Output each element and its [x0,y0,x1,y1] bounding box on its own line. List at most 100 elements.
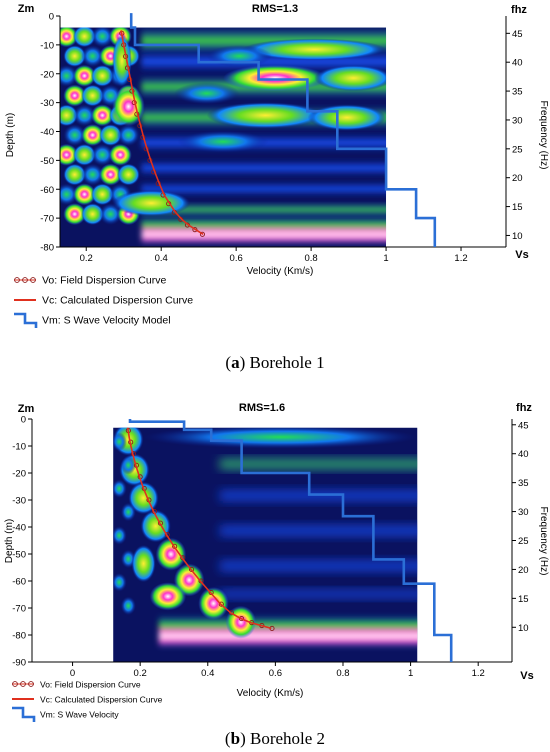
dispersion-spectrum-1 [60,27,387,247]
caption-a-text: Borehole 1 [245,353,325,372]
velocity-model-line [129,13,437,247]
x-tick-label: 0.8 [336,668,349,679]
spectrum-image-1 [60,27,387,247]
y-tick-label: -80 [12,631,26,642]
legend-entry-label: Vm: S Wave Velocity [40,710,119,720]
chart-2-x-axis-label: Velocity (Km/s) [237,688,304,699]
y2-tick-label: 15 [512,202,523,213]
x-tick-label: 0.4 [155,253,168,264]
x-tick-label: 0 [70,668,75,679]
y-tick-label: 0 [21,415,26,426]
legend-entry-label: Vm: S Wave Velocity Model [42,315,171,327]
panel-1-series [119,13,437,247]
y-tick-label: -20 [12,469,26,480]
x-tick-label: 0.2 [80,253,93,264]
field-dispersion-point [188,566,195,572]
chart-1-x-axis-label: Velocity (Km/s) [247,266,314,277]
legend-entry-label: Vc: Calculated Dispersion Curve [40,695,163,705]
chart-2-frequency-axis-top-label: fhz [516,402,532,414]
y-tick-label: -50 [40,156,54,167]
y-tick-label: -60 [40,185,54,196]
legend-field-dispersion-marker [14,277,20,283]
caption-a: (a) Borehole 1 [225,353,325,372]
legend-field-dispersion-marker [28,681,34,687]
y-tick-label: -70 [40,214,54,225]
panel-borehole-1: 0.2 0.4 0.6 0.8 1 1.2 0 -10 -20 -30 -40 -50 -60 -70 -8… [5,3,549,328]
field-dispersion-point [208,590,214,596]
y-tick-label: -40 [40,127,54,138]
field-dispersion-point [218,601,224,607]
y-tick-label: -30 [40,98,54,109]
chart-1-velocity-axis-end-label: Vs [515,249,528,261]
y-tick-label: -50 [12,550,26,561]
chart-2-legend: Vo: Field Dispersion Curve Vc: Calculated… [12,680,163,722]
y-tick-label: -20 [40,69,54,80]
y2-tick-label: 40 [512,58,523,69]
legend-field-dispersion-marker [30,277,36,283]
x-tick-label: 1 [383,253,388,264]
legend-field-dispersion-marker [20,681,26,687]
chart-1-title: RMS=1.3 [252,3,298,15]
y2-tick-label: 45 [512,29,523,40]
y2-tick-label: 30 [512,115,523,126]
panel-1-axes: 0.2 0.4 0.6 0.8 1 1.2 0 -10 -20 -30 -40 -50 -60 -70 -8… [40,12,522,265]
panel-2-series [125,419,453,662]
y2-tick-label: 25 [518,536,529,547]
field-dispersion-point [228,610,234,616]
chart-2-velocity-axis-end-label: Vs [520,670,533,682]
velocity-model-line [128,419,453,662]
x-tick-label: 1.2 [454,253,467,264]
y-tick-label: -90 [12,658,26,669]
y-tick-label: -60 [12,577,26,588]
chart-2-y2-axis-label: Frequency (Hz) [538,507,549,576]
legend-velocity-model-swatch [12,706,36,722]
legend-entry-label: Vc: Calculated Dispersion Curve [42,295,193,307]
x-tick-label: 0.2 [134,668,147,679]
field-dispersion-point [198,578,204,584]
calculated-dispersion-line [120,30,204,235]
chart-1-depth-axis-top-label: Zm [18,3,35,15]
y2-tick-label: 35 [518,478,529,489]
panel-borehole-2: 0 0.2 0.4 0.6 0.8 1 1.2 0 -10 -20 -30 -40 -50 -60 -70 -… [4,402,549,722]
y-tick-label: -10 [40,40,54,51]
chart-1-legend: Vo: Field Dispersion Curve Vc: Calculated… [14,275,193,328]
x-tick-label: 0.8 [304,253,317,264]
y2-tick-label: 10 [512,231,523,242]
chart-1-y-axis-label: Depth (m) [5,113,16,157]
chart-1-y2-axis-label: Frequency (Hz) [538,101,549,170]
y2-tick-label: 35 [512,87,523,98]
caption-b-text: Borehole 2 [245,729,326,748]
legend-field-dispersion-marker [12,681,18,687]
legend-field-dispersion-marker [22,277,28,283]
y-tick-label: 0 [49,12,54,23]
legend-entry-label: Vo: Field Dispersion Curve [40,680,141,690]
y2-tick-label: 15 [518,594,529,605]
y-tick-label: -70 [12,604,26,615]
legend-velocity-model-swatch [14,312,38,328]
y-tick-label: -40 [12,523,26,534]
x-tick-label: 0.6 [230,253,243,264]
caption-a-letter: a [231,353,240,372]
chart-1-frequency-axis-top-label: fhz [511,4,527,16]
chart-2-depth-axis-top-label: Zm [18,403,35,415]
caption-b-letter: b [230,729,241,748]
y2-tick-label: 20 [518,565,529,576]
chart-2-y-axis-label: Depth (m) [4,519,15,563]
y2-tick-label: 40 [518,449,529,460]
x-tick-label: 0.6 [269,668,282,679]
x-tick-label: 1 [408,668,413,679]
y2-tick-label: 30 [518,507,529,518]
chart-2-title: RMS=1.6 [239,402,285,414]
y2-tick-label: 25 [512,144,523,155]
y2-tick-label: 45 [518,420,529,431]
legend-entry-label: Vo: Field Dispersion Curve [42,275,166,287]
y2-tick-label: 20 [512,173,523,184]
caption-b: (b) Borehole 2 [224,729,326,748]
field-dispersion-point [199,231,205,237]
y-tick-label: -80 [40,243,54,254]
x-tick-label: 1.2 [472,668,485,679]
y-tick-label: -10 [12,442,26,453]
y2-tick-label: 10 [518,623,529,634]
x-tick-label: 0.4 [201,668,214,679]
